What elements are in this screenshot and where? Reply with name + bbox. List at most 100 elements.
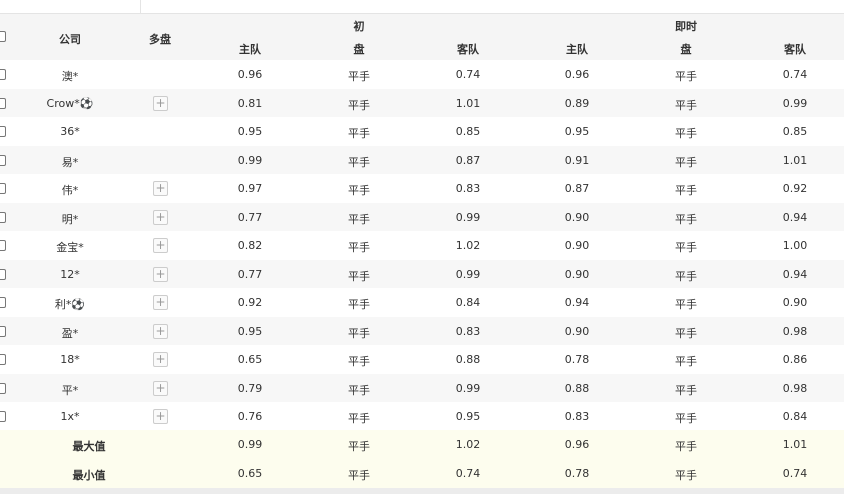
company-name: 澳* [61,70,79,83]
odds-ia: 0.83 [455,182,481,195]
plus-icon[interactable]: + [153,323,168,339]
odds-ia: 0.88 [455,353,481,366]
odds-lh: 0.90 [564,210,590,224]
plus-icon[interactable]: + [153,209,168,225]
odds-lp: 平手 [675,412,697,425]
table-row: 伟* +0.97 平手 0.83 0.87 平手 0.92 [0,174,844,203]
odds-ih: 0.81 [237,96,263,110]
select-all-checkbox[interactable] [0,31,6,42]
odds-ih: 0.76 [237,410,263,423]
row-checkbox[interactable] [0,183,6,194]
plus-icon[interactable]: + [153,380,168,396]
odds-ih: 0.77 [237,267,263,281]
summary-lp: 平手 [675,440,697,453]
plus-icon[interactable]: + [153,409,168,424]
odds-la: 1.00 [782,239,808,252]
plus-icon[interactable]: + [153,95,168,111]
summary-ia: 0.74 [455,467,481,480]
odds-ip: 平手 [348,155,370,169]
row-checkbox[interactable] [0,354,6,365]
odds-lh: 0.78 [564,353,590,366]
summary-label: 最大值 [72,440,106,453]
row-checkbox[interactable] [0,325,6,337]
odds-lp: 平手 [675,241,697,254]
plus-icon[interactable]: + [153,266,168,282]
row-checkbox[interactable] [0,97,6,109]
plus-icon[interactable]: + [153,352,168,367]
summary-lp: 平手 [675,469,697,482]
summary-ih: 0.99 [237,438,263,451]
row-checkbox[interactable] [0,297,6,308]
odds-lh: 0.90 [564,324,590,338]
header-company: 公司 [59,33,81,46]
plus-icon[interactable]: + [153,181,168,196]
plus-icon[interactable]: + [153,238,168,253]
odds-la: 0.99 [782,96,808,110]
summary-lh: 0.96 [564,438,590,451]
odds-ip: 平手 [348,298,370,311]
row-checkbox[interactable] [0,126,6,137]
footer-bar [0,488,844,494]
odds-la: 0.94 [782,210,808,224]
table-row: 36* 0.95 平手 0.85 0.95 平手 0.85 [0,117,844,146]
header-live-home: 主队 [566,43,588,56]
odds-ih: 0.97 [237,182,263,195]
odds-ia: 0.87 [455,153,481,167]
odds-lh: 0.89 [564,96,590,110]
odds-lh: 0.88 [564,381,590,395]
header-live: 即时 [675,20,697,33]
odds-lp: 平手 [675,269,697,283]
table-header: 公司 多盘 初 即时 主队 盘 客队 主队 盘 客队 [0,14,844,60]
odds-ia: 0.84 [455,296,481,309]
odds-ia: 0.85 [455,125,481,138]
summary-la: 1.01 [782,438,808,451]
row-checkbox[interactable] [0,382,6,394]
odds-ih: 0.77 [237,210,263,224]
odds-lp: 平手 [675,355,697,368]
odds-ip: 平手 [348,184,370,197]
odds-la: 0.98 [782,324,808,338]
header-initial-home: 主队 [239,43,261,56]
odds-ia: 0.99 [455,267,481,281]
odds-ih: 0.82 [237,239,263,252]
odds-ia: 1.02 [455,239,481,252]
odds-lh: 0.95 [564,125,590,138]
header-initial: 初 [353,20,365,33]
row-checkbox[interactable] [0,240,6,251]
odds-ip: 平手 [348,355,370,368]
odds-ip: 平手 [348,412,370,425]
row-checkbox[interactable] [0,268,6,280]
summary-row: 最小值 0.65 平手 0.74 0.78 平手 0.74 [0,459,844,488]
table-row: Crow*⚽ +0.81 平手 1.01 0.89 平手 0.99 [0,88,844,117]
header-initial-handicap: 盘 [353,43,365,56]
odds-lp: 平手 [675,184,697,197]
plus-icon[interactable]: + [153,295,168,310]
summary-ip: 平手 [348,440,370,453]
company-name: 盈* [61,326,79,340]
odds-ia: 0.95 [455,410,481,423]
odds-lh: 0.91 [564,153,590,167]
row-checkbox[interactable] [0,211,6,223]
table-row: 明* +0.77 平手 0.99 0.90 平手 0.94 [0,202,844,231]
divider [140,0,141,13]
odds-ia: 0.99 [455,381,481,395]
row-checkbox[interactable] [0,69,6,80]
table-row: 易* 0.99 平手 0.87 0.91 平手 1.01 [0,145,844,174]
odds-lh: 0.90 [564,267,590,281]
table-row: 盈* +0.95 平手 0.83 0.90 平手 0.98 [0,316,844,345]
odds-ip: 平手 [348,212,370,226]
top-bar [0,0,844,14]
odds-la: 0.98 [782,381,808,395]
row-checkbox[interactable] [0,411,6,422]
company-name: 易* [61,155,79,169]
summary-lh: 0.78 [564,467,590,480]
odds-ih: 0.99 [237,153,263,167]
odds-la: 0.90 [782,296,808,309]
odds-ih: 0.92 [237,296,263,309]
company-name: 金宝* [56,241,84,254]
company-name: 平* [61,383,79,397]
odds-lh: 0.94 [564,296,590,309]
odds-ip: 平手 [348,326,370,340]
row-checkbox[interactable] [0,154,6,166]
summary-row: 最大值 0.99 平手 1.02 0.96 平手 1.01 [0,430,844,459]
